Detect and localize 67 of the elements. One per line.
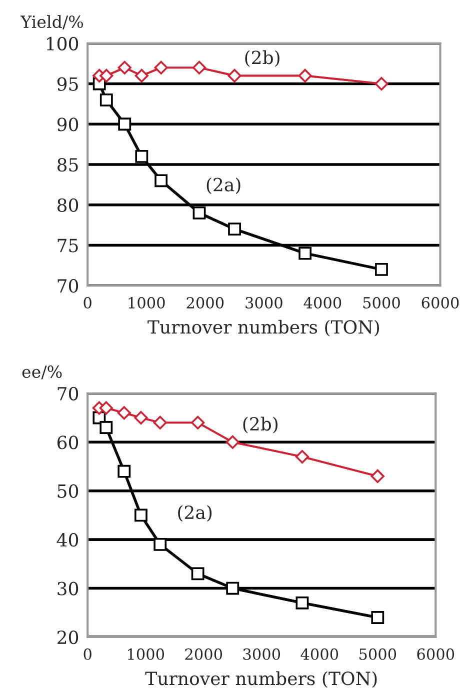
point (154, 60, 168, 74)
point (134, 508, 148, 522)
point (117, 406, 131, 420)
point (153, 416, 167, 430)
point (375, 262, 388, 276)
x-axis-title: Turnover numbers (TON) (148, 320, 380, 336)
point (135, 150, 148, 163)
y-tick-label: 40 (56, 533, 78, 547)
point (298, 68, 312, 82)
point (100, 421, 113, 434)
y-tick-label: 30 (58, 582, 78, 596)
point (100, 93, 113, 106)
series-label: (2b) (243, 416, 278, 434)
point (191, 567, 204, 580)
point (134, 68, 148, 82)
x-tick-label: 4000 (300, 648, 338, 660)
point (296, 596, 309, 610)
point (226, 435, 240, 449)
y-tick-label: 100 (46, 36, 78, 51)
point (134, 410, 148, 425)
point (298, 246, 312, 260)
point (374, 76, 388, 91)
y-axis-title: ee/% (22, 365, 62, 380)
y-tick-label: 85 (57, 158, 78, 172)
y-tick-label: 20 (58, 630, 78, 644)
x-tick-label: 4000 (304, 296, 342, 309)
point (118, 118, 132, 131)
x-axis-title: Turnover numbers (TON) (145, 671, 377, 688)
x-tick-label: 1000 (128, 296, 165, 309)
series-label: (2b) (245, 50, 280, 67)
y-tick-label: 70 (58, 279, 78, 293)
series-label: (2a) (178, 505, 212, 522)
x-tick-label: 5000 (359, 648, 396, 660)
point (192, 206, 206, 220)
x-tick-label: 5000 (363, 296, 400, 309)
point (100, 68, 114, 82)
y-tick-label: 80 (57, 198, 78, 212)
point (228, 222, 241, 236)
point (228, 68, 242, 82)
x-tick-label: 3000 (243, 648, 280, 660)
x-tick-label: 0 (84, 296, 92, 309)
point (295, 450, 310, 464)
series-label: (2a) (206, 177, 240, 194)
point (192, 60, 206, 74)
x-tick-label: 6000 (422, 296, 459, 309)
point (118, 60, 132, 74)
x-tick-label: 2000 (185, 648, 222, 660)
point (370, 469, 384, 484)
point (226, 582, 240, 595)
y-tick-label: 95 (57, 77, 78, 91)
y-tick-label: 50 (58, 484, 78, 498)
point (99, 401, 113, 415)
x-tick-label: 2000 (186, 296, 224, 309)
y-tick-label: 75 (58, 238, 78, 252)
y-axis-title: Yield/% (20, 15, 84, 30)
y-tick-label: 60 (57, 436, 78, 450)
x-tick-label: 0 (84, 648, 92, 660)
point (371, 611, 384, 624)
point (191, 416, 205, 430)
x-tick-label: 1000 (128, 648, 164, 660)
x-tick-label: 6000 (417, 648, 454, 660)
point (154, 538, 167, 551)
point (154, 174, 168, 188)
point (118, 464, 131, 478)
x-tick-label: 3000 (246, 296, 282, 309)
y-tick-label: 90 (57, 118, 78, 132)
y-tick-label: 70 (58, 386, 78, 401)
